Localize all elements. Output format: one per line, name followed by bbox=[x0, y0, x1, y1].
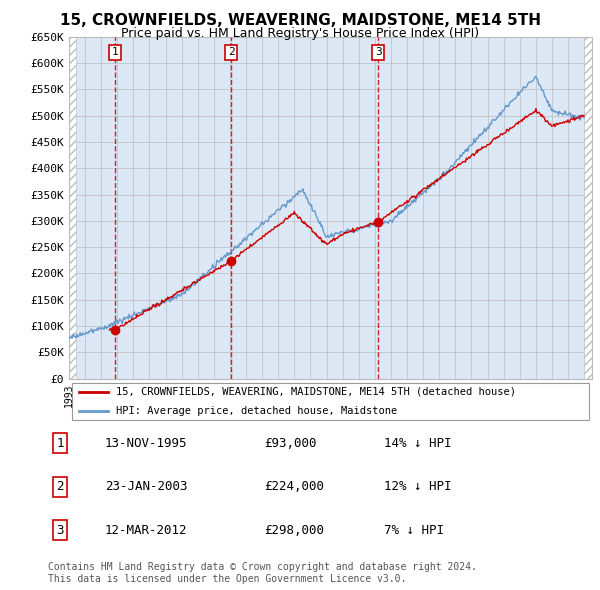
Text: 12% ↓ HPI: 12% ↓ HPI bbox=[384, 480, 452, 493]
Text: 12-MAR-2012: 12-MAR-2012 bbox=[105, 523, 187, 536]
Text: Price paid vs. HM Land Registry's House Price Index (HPI): Price paid vs. HM Land Registry's House … bbox=[121, 27, 479, 40]
Text: 1: 1 bbox=[56, 437, 64, 450]
Text: 23-JAN-2003: 23-JAN-2003 bbox=[105, 480, 187, 493]
Text: 15, CROWNFIELDS, WEAVERING, MAIDSTONE, ME14 5TH (detached house): 15, CROWNFIELDS, WEAVERING, MAIDSTONE, M… bbox=[116, 386, 516, 396]
Text: 3: 3 bbox=[375, 47, 382, 57]
Text: 7% ↓ HPI: 7% ↓ HPI bbox=[384, 523, 444, 536]
Text: HPI: Average price, detached house, Maidstone: HPI: Average price, detached house, Maid… bbox=[116, 406, 397, 416]
FancyBboxPatch shape bbox=[71, 383, 589, 420]
Text: 3: 3 bbox=[56, 523, 64, 536]
Text: £93,000: £93,000 bbox=[264, 437, 317, 450]
Text: £298,000: £298,000 bbox=[264, 523, 324, 536]
Text: £224,000: £224,000 bbox=[264, 480, 324, 493]
Text: 14% ↓ HPI: 14% ↓ HPI bbox=[384, 437, 452, 450]
Text: Contains HM Land Registry data © Crown copyright and database right 2024.
This d: Contains HM Land Registry data © Crown c… bbox=[48, 562, 477, 584]
Text: 15, CROWNFIELDS, WEAVERING, MAIDSTONE, ME14 5TH: 15, CROWNFIELDS, WEAVERING, MAIDSTONE, M… bbox=[59, 13, 541, 28]
Text: 1: 1 bbox=[112, 47, 119, 57]
Text: 13-NOV-1995: 13-NOV-1995 bbox=[105, 437, 187, 450]
Text: 2: 2 bbox=[228, 47, 235, 57]
Text: 2: 2 bbox=[56, 480, 64, 493]
